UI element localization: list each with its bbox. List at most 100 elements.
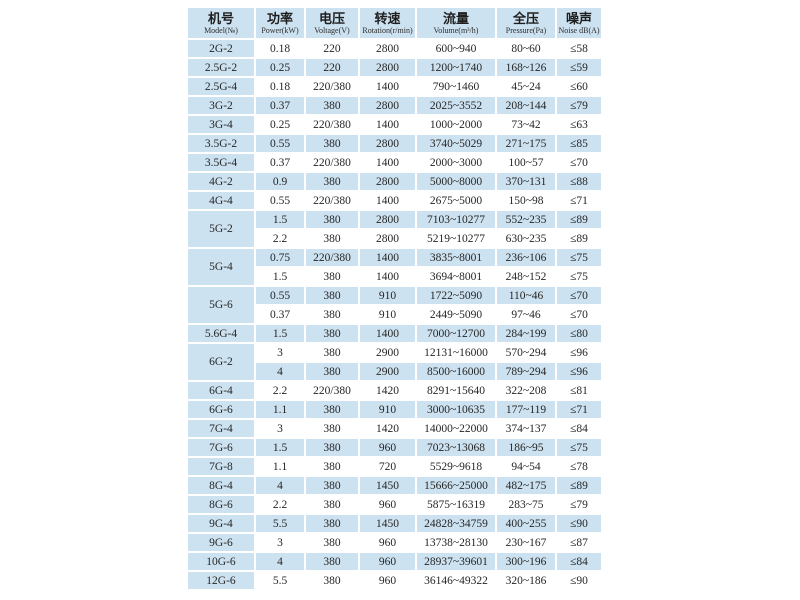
cell-model: 4G-2	[188, 173, 254, 190]
cell-noise: ≤78	[557, 458, 601, 475]
cell-pressure: 482~175	[497, 477, 555, 494]
col-header-noise-en: Noise dB(A)	[558, 25, 600, 35]
cell-noise: ≤96	[557, 363, 601, 380]
cell-noise: ≤63	[557, 116, 601, 133]
cell-power: 0.55	[256, 287, 304, 304]
cell-power: 2.2	[256, 496, 304, 513]
cell-power: 1.1	[256, 401, 304, 418]
cell-pressure: 186~95	[497, 439, 555, 456]
cell-rotation: 720	[360, 458, 415, 475]
cell-pressure: 45~24	[497, 78, 555, 95]
cell-power: 5.5	[256, 572, 304, 589]
cell-model: 3.5G-2	[188, 135, 254, 152]
col-header-rotation: 转速 Rotation(r/min)	[360, 8, 415, 38]
cell-noise: ≤75	[557, 268, 601, 285]
cell-rotation: 1450	[360, 477, 415, 494]
cell-voltage: 380	[306, 230, 358, 247]
table-row: 9G-6 3 380 960 13738~28130 230~167 ≤87	[188, 534, 601, 551]
cell-noise: ≤89	[557, 477, 601, 494]
cell-volume: 3694~8001	[417, 268, 495, 285]
cell-power: 3	[256, 344, 304, 361]
table-row: 7G-4 3 380 1420 14000~22000 374~137 ≤84	[188, 420, 601, 437]
cell-volume: 1722~5090	[417, 287, 495, 304]
cell-pressure: 94~54	[497, 458, 555, 475]
cell-power: 1.5	[256, 439, 304, 456]
cell-pressure: 236~106	[497, 249, 555, 266]
cell-pressure: 789~294	[497, 363, 555, 380]
table-row: 9G-4 5.5 380 1450 24828~34759 400~255 ≤90	[188, 515, 601, 532]
table-row: 5G-4 0.75 220/380 1400 3835~8001 236~106 ≤75	[188, 249, 601, 285]
cell-volume: 12131~16000	[417, 344, 495, 361]
table-row: 6G-2 3 380 2900 12131~16000 570~294 ≤96	[188, 344, 601, 380]
cell-rotation: 1400	[360, 325, 415, 342]
table-row: 3.5G-4 0.37 220/380 1400 2000~3000 100~57 ≤70	[188, 154, 601, 171]
cell-power: 0.37	[256, 97, 304, 114]
cell-noise: ≤71	[557, 401, 601, 418]
cell-rotation: 1400	[360, 116, 415, 133]
cell-model: 6G-2	[188, 344, 254, 380]
cell-voltage: 220/380	[306, 382, 358, 399]
cell-power: 1.1	[256, 458, 304, 475]
cell-noise: ≤70	[557, 287, 601, 304]
cell-voltage: 380	[306, 97, 358, 114]
cell-model: 5G-4	[188, 249, 254, 285]
cell-voltage: 220/380	[306, 249, 358, 266]
cell-pressure: 208~144	[497, 97, 555, 114]
cell-model: 2.5G-2	[188, 59, 254, 76]
cell-voltage: 380	[306, 135, 358, 152]
table-row: 6G-4 2.2 220/380 1420 8291~15640 322~208 ≤81	[188, 382, 601, 399]
cell-volume: 3835~8001	[417, 249, 495, 266]
cell-model: 8G-4	[188, 477, 254, 494]
table-row: 1.5 380 1400 3694~8001 248~152 ≤75	[188, 268, 601, 285]
cell-volume: 8291~15640	[417, 382, 495, 399]
col-header-model-en: Model(№)	[204, 25, 238, 35]
cell-pressure: 168~126	[497, 59, 555, 76]
cell-rotation: 910	[360, 287, 415, 304]
table-row: 5.6G-4 1.5 380 1400 7000~12700 284~199 ≤80	[188, 325, 601, 342]
cell-voltage: 380	[306, 306, 358, 323]
col-header-pressure-zh: 全压	[512, 10, 539, 26]
table-body: 2G-2 0.18 220 2800 600~940 80~60 ≤58 2.5G-2 0.25…	[188, 40, 601, 589]
cell-pressure: 248~152	[497, 268, 555, 285]
table-row: 8G-4 4 380 1450 15666~25000 482~175 ≤89	[188, 477, 601, 494]
cell-model: 3.5G-4	[188, 154, 254, 171]
cell-pressure: 80~60	[497, 40, 555, 57]
col-header-model-zh: 机号	[207, 10, 234, 26]
spec-sheet: 机号 Model(№) 功率 Power(kW) 电压 Voltage(V) 转…	[186, 6, 603, 591]
cell-voltage: 220	[306, 59, 358, 76]
cell-rotation: 1400	[360, 78, 415, 95]
col-header-voltage-zh: 电压	[318, 10, 345, 26]
cell-voltage: 380	[306, 458, 358, 475]
cell-volume: 3000~10635	[417, 401, 495, 418]
cell-pressure: 100~57	[497, 154, 555, 171]
table-row: 8G-6 2.2 380 960 5875~16319 283~75 ≤79	[188, 496, 601, 513]
cell-rotation: 2800	[360, 173, 415, 190]
cell-power: 1.5	[256, 211, 304, 228]
cell-rotation: 1400	[360, 154, 415, 171]
cell-volume: 2675~5000	[417, 192, 495, 209]
col-header-voltage: 电压 Voltage(V)	[306, 8, 358, 38]
cell-voltage: 220/380	[306, 78, 358, 95]
cell-noise: ≤89	[557, 211, 601, 228]
table-row: 3G-4 0.25 220/380 1400 1000~2000 73~42 ≤63	[188, 116, 601, 133]
table-row: 7G-8 1.1 380 720 5529~9618 94~54 ≤78	[188, 458, 601, 475]
cell-rotation: 2900	[360, 344, 415, 361]
cell-noise: ≤70	[557, 154, 601, 171]
cell-model: 4G-4	[188, 192, 254, 209]
cell-voltage: 380	[306, 420, 358, 437]
cell-power: 3	[256, 534, 304, 551]
cell-voltage: 380	[306, 477, 358, 494]
cell-volume: 8500~16000	[417, 363, 495, 380]
cell-model: 3G-2	[188, 97, 254, 114]
cell-pressure: 570~294	[497, 344, 555, 361]
cell-voltage: 380	[306, 344, 358, 361]
cell-noise: ≤58	[557, 40, 601, 57]
table-row: 4 380 2900 8500~16000 789~294 ≤96	[188, 363, 601, 380]
cell-volume: 14000~22000	[417, 420, 495, 437]
cell-pressure: 73~42	[497, 116, 555, 133]
cell-noise: ≤81	[557, 382, 601, 399]
cell-pressure: 322~208	[497, 382, 555, 399]
cell-volume: 2449~5090	[417, 306, 495, 323]
cell-power: 1.5	[256, 325, 304, 342]
cell-model: 5G-6	[188, 287, 254, 323]
